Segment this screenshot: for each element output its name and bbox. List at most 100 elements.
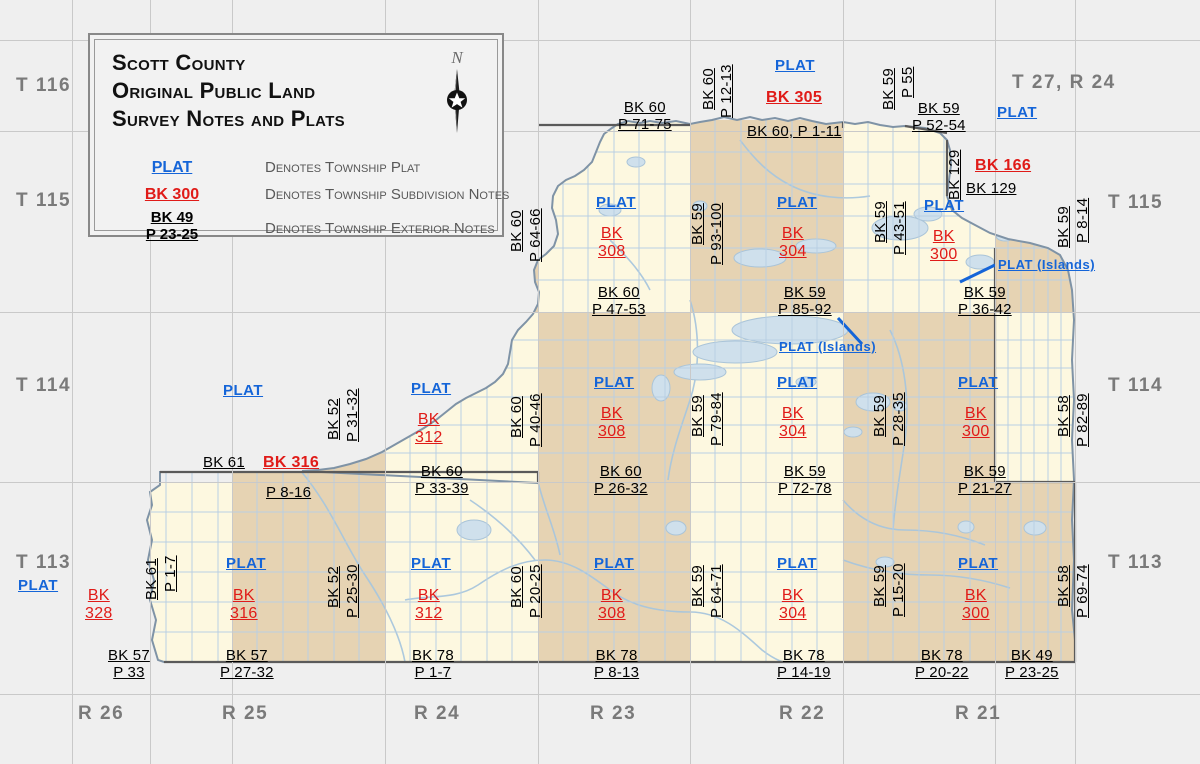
plat-link-t114-r21[interactable]: PLAT: [958, 374, 999, 391]
vnote-bk60-left-1[interactable]: BK 60: [700, 68, 718, 110]
legend-key-bk49[interactable]: BK 49 P 23-25: [112, 209, 232, 244]
plat-link-t113-r26[interactable]: PLAT: [18, 577, 59, 594]
plat-islands-label-2[interactable]: PLAT (Islands): [998, 257, 1096, 272]
exterior-note-n8[interactable]: BK 61: [203, 454, 245, 472]
vnote-bk58-left-12[interactable]: BK 58: [1055, 395, 1073, 437]
exterior-note-n9[interactable]: BK 60 P 33-39: [415, 463, 469, 498]
bk-line1: BK: [964, 587, 987, 604]
plat-link-t113-r25[interactable]: PLAT: [226, 555, 267, 572]
plat-link-t114-r25[interactable]: PLAT: [223, 382, 264, 399]
bk-label-t113-r21[interactable]: BK 300: [962, 587, 990, 623]
vnote-p2025-right-15[interactable]: P 20-25: [527, 564, 545, 618]
exterior-note-s3[interactable]: BK 78 P 1-7: [412, 647, 454, 682]
plat-link-t115-r21[interactable]: PLAT: [924, 197, 965, 214]
note-line1: BK 59: [783, 463, 826, 480]
exterior-note-n12[interactable]: BK 59 P 21-27: [958, 463, 1012, 498]
legend-key-plat[interactable]: PLAT: [151, 159, 193, 176]
row-label-t114-left: T 114: [16, 375, 72, 396]
bk-label-t114-r21[interactable]: BK 300: [962, 405, 990, 441]
exterior-note-n5[interactable]: BK 60 P 47-53: [592, 284, 646, 319]
vnote-bk59-left-3[interactable]: BK 59: [1055, 206, 1073, 248]
exterior-note-n10[interactable]: BK 60 P 26-32: [594, 463, 648, 498]
bk316-nw-label[interactable]: BK 316: [263, 454, 320, 471]
vnote-bk59-left-17[interactable]: BK 59: [871, 565, 889, 607]
compass-north-label: N: [450, 48, 464, 67]
vnote-p1213-right-1[interactable]: P 12-13: [718, 64, 736, 118]
plat-link-t113-r21[interactable]: PLAT: [958, 555, 999, 572]
bk-label-t113-r22[interactable]: BK 304: [779, 587, 807, 623]
vnote-bk59-left-6[interactable]: BK 59: [872, 201, 890, 243]
vnote-bk59-left-11[interactable]: BK 59: [871, 395, 889, 437]
vnote-p7984-right-10[interactable]: P 79-84: [708, 392, 726, 446]
plat-link-t114-r22[interactable]: PLAT: [777, 374, 818, 391]
vnote-p17-right-13[interactable]: P 1-7: [162, 555, 180, 592]
plat-link-t113-r24[interactable]: PLAT: [411, 555, 452, 572]
plat-link-t113-r23[interactable]: PLAT: [594, 555, 635, 572]
vnote-p2530-right-14[interactable]: P 25-30: [344, 564, 362, 618]
exterior-note-n13[interactable]: P 8-16: [266, 484, 311, 502]
exterior-note-s1[interactable]: BK 57 P 33: [108, 647, 150, 682]
bk-label-t114-r22[interactable]: BK 304: [779, 405, 807, 441]
vnote-p814-right-3[interactable]: P 8-14: [1074, 198, 1092, 243]
note-line1: BK 129: [966, 180, 1017, 197]
exterior-note-n4[interactable]: BK 129: [966, 180, 1017, 198]
vnote-p55-right-2[interactable]: P 55: [899, 67, 917, 98]
exterior-note-n11[interactable]: BK 59 P 72-78: [778, 463, 832, 498]
vnote-bk61-left-13[interactable]: BK 61: [143, 558, 161, 600]
bk-label-t115-r21[interactable]: BK 300: [930, 228, 958, 264]
vnote-bk52-left-8[interactable]: BK 52: [325, 398, 343, 440]
exterior-note-s2[interactable]: BK 57 P 27-32: [220, 647, 274, 682]
vnote-p2835-right-11[interactable]: P 28-35: [890, 392, 908, 446]
bk166-label[interactable]: BK 166: [975, 157, 1032, 174]
vnote-bk60-left-15[interactable]: BK 60: [508, 566, 526, 608]
plat-link-top-r22[interactable]: PLAT: [775, 57, 816, 74]
vnote-bk60-left-9[interactable]: BK 60: [508, 396, 526, 438]
vnote-bk59-left-16[interactable]: BK 59: [689, 565, 707, 607]
vnote-p1520-right-17[interactable]: P 15-20: [890, 563, 908, 617]
vnote-bk129-left-7[interactable]: BK 129: [946, 150, 964, 200]
exterior-note-s5[interactable]: BK 78 P 14-19: [777, 647, 831, 682]
bk-label-t113-r23[interactable]: BK 308: [598, 587, 626, 623]
exterior-note-s4[interactable]: BK 78 P 8-13: [594, 647, 639, 682]
plat-link-t113-r22[interactable]: PLAT: [777, 555, 818, 572]
vnote-p4046-right-9[interactable]: P 40-46: [527, 393, 545, 447]
bk-label-t113-r24[interactable]: BK 312: [415, 587, 443, 623]
gridline-v: [150, 0, 151, 764]
plat-link-t115-r24[interactable]: PLAT: [596, 194, 637, 211]
note-left: BK 59: [1055, 206, 1072, 248]
exterior-note-s6[interactable]: BK 78 P 20-22: [915, 647, 969, 682]
vnote-bk58-left-18[interactable]: BK 58: [1055, 565, 1073, 607]
vnote-p6471-right-16[interactable]: P 64-71: [708, 564, 726, 618]
bk-line1: BK: [600, 587, 623, 604]
exterior-note-n6[interactable]: BK 59 P 85-92: [778, 284, 832, 319]
vnote-p4351-right-6[interactable]: P 43-51: [891, 201, 909, 255]
vnote-bk59-left-5[interactable]: BK 59: [689, 203, 707, 245]
vnote-p8289-right-12[interactable]: P 82-89: [1074, 393, 1092, 447]
exterior-note-n7[interactable]: BK 59 P 36-42: [958, 284, 1012, 319]
bk-label-t113-r25[interactable]: BK 316: [230, 587, 258, 623]
exterior-note-n2[interactable]: BK 60, P 1-11: [747, 123, 842, 141]
exterior-note-s7[interactable]: BK 49 P 23-25: [1005, 647, 1059, 682]
bk-label-t115-r22[interactable]: BK 304: [779, 225, 807, 261]
bk-label-t113-r26[interactable]: BK 328: [85, 587, 113, 623]
vnote-p93100-right-5[interactable]: P 93-100: [708, 203, 726, 265]
vnote-p6466-right-4[interactable]: P 64-66: [527, 208, 545, 262]
bk-label-t115-r24[interactable]: BK 308: [598, 225, 626, 261]
vnote-p3132-right-8[interactable]: P 31-32: [344, 388, 362, 442]
plat-link-t114-r23[interactable]: PLAT: [594, 374, 635, 391]
plat-link-t115-r22[interactable]: PLAT: [777, 194, 818, 211]
vnote-bk60-left-4[interactable]: BK 60: [508, 210, 526, 252]
legend-key-bk300[interactable]: BK 300: [144, 186, 200, 203]
bk-label-t114-r24[interactable]: BK 312: [415, 411, 443, 447]
exterior-note-n3[interactable]: BK 59 P 52-54: [912, 100, 966, 135]
plat-islands-label-1[interactable]: PLAT (Islands): [779, 339, 877, 354]
vnote-bk52-left-14[interactable]: BK 52: [325, 566, 343, 608]
vnote-bk59-left-2[interactable]: BK 59: [880, 68, 898, 110]
plat-link-t27r24[interactable]: PLAT: [997, 104, 1038, 121]
plat-link-t114-r24[interactable]: PLAT: [411, 380, 452, 397]
vnote-bk59-left-10[interactable]: BK 59: [689, 395, 707, 437]
exterior-note-n1[interactable]: BK 60 P 71-75: [618, 99, 672, 134]
bk305-label[interactable]: BK 305: [766, 89, 823, 106]
vnote-p6974-right-18[interactable]: P 69-74: [1074, 564, 1092, 618]
bk-label-t114-r23[interactable]: BK 308: [598, 405, 626, 441]
